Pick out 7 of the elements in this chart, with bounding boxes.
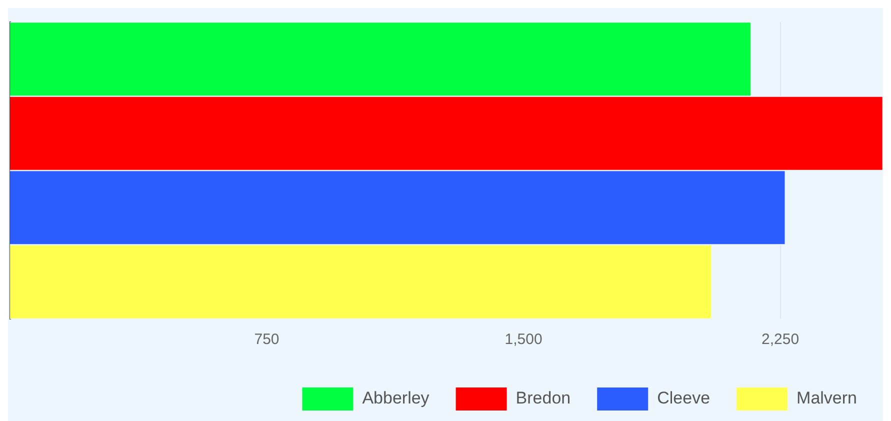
legend-label: Abberley — [362, 388, 430, 408]
legend-label: Malvern — [796, 388, 858, 408]
legend-label: Cleeve — [657, 388, 710, 408]
legend-label: Bredon — [516, 388, 571, 408]
x-tick-label: 1,500 — [504, 331, 542, 348]
x-tick-label: 750 — [254, 331, 280, 348]
x-tick-label: 2,250 — [762, 331, 800, 348]
